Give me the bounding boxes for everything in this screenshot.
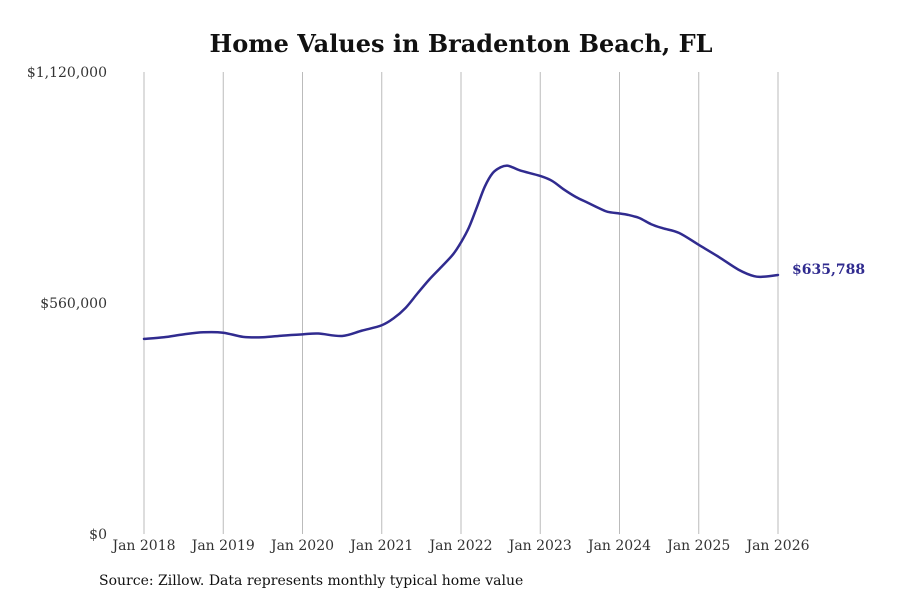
end-value-label: $635,788 (792, 262, 865, 278)
source-note: Source: Zillow. Data represents monthly … (99, 573, 524, 589)
x-tick-label: Jan 2021 (348, 538, 413, 554)
y-tick-label: $0 (89, 527, 107, 543)
x-tick-label: Jan 2022 (427, 538, 492, 554)
y-tick-label: $1,120,000 (27, 65, 107, 81)
gridlines (143, 72, 779, 534)
x-tick-label: Jan 2023 (507, 538, 572, 554)
x-tick-label: Jan 2019 (190, 538, 255, 554)
y-axis: $0 $560,000 $1,120,000 (27, 65, 107, 543)
series-line-0 (142, 164, 780, 341)
x-tick-label: Jan 2020 (269, 538, 334, 554)
y-tick-label: $560,000 (40, 296, 107, 312)
x-tick-label: Jan 2024 (586, 538, 651, 554)
x-tick-label: Jan 2026 (744, 538, 809, 554)
x-tick-label: Jan 2018 (110, 538, 175, 554)
series-layer: $635,788 (142, 164, 865, 341)
x-tick-label: Jan 2025 (665, 538, 730, 554)
x-axis: Jan 2018 Jan 2019 Jan 2020 Jan 2021 Jan 2022… (110, 538, 809, 554)
chart-title: Home Values in Bradenton Beach, FL (210, 29, 713, 58)
